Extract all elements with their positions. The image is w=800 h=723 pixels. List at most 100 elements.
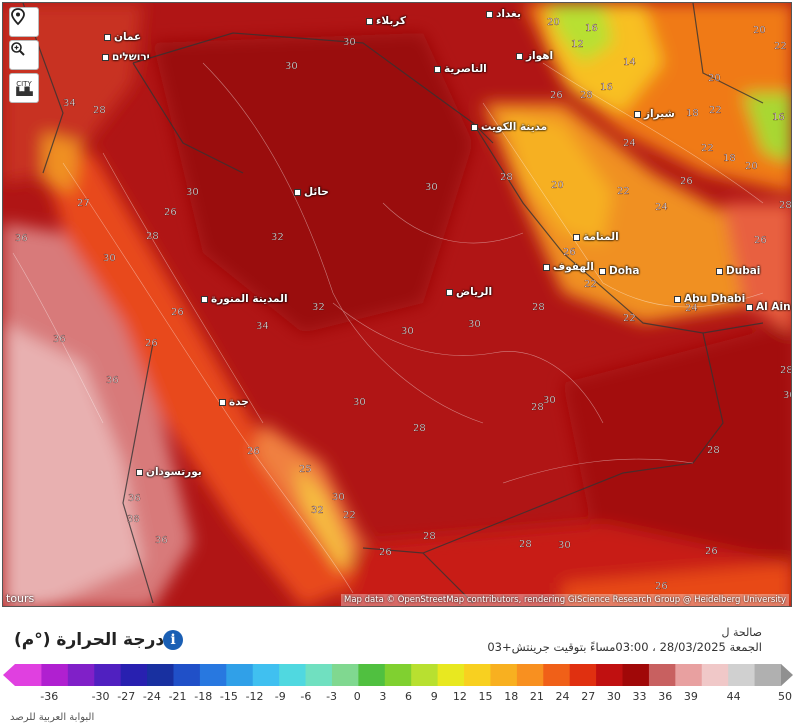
contour-value-label: 30: [401, 326, 414, 337]
city-label[interactable]: حائل: [291, 186, 329, 198]
colorbar-segment: [622, 664, 650, 686]
city-marker-icon: [201, 295, 208, 303]
contour-value-label: 32: [271, 232, 284, 243]
map-attribution: Map data © OpenStreetMap contributors, r…: [341, 594, 789, 606]
colorbar-tick-label: -21: [168, 690, 187, 703]
city-marker-icon: [486, 10, 493, 18]
city-label[interactable]: المنامة: [570, 231, 619, 243]
colorbar-tick-label: 30: [606, 690, 621, 703]
contour-value-label: 26: [680, 176, 693, 187]
contour-value-label: 30: [468, 319, 481, 330]
contour-value-label: 16: [585, 23, 598, 34]
contour-value-label: 26: [145, 338, 158, 349]
city-label[interactable]: Abu Dhabi: [671, 293, 745, 305]
contour-value-label: 36: [155, 535, 168, 546]
contour-value-label: 28: [531, 402, 544, 413]
colorbar-segment: [120, 664, 148, 686]
colorbar-segment: [226, 664, 254, 686]
contour-value-label: 28: [500, 172, 513, 183]
city-label[interactable]: عمان: [101, 31, 141, 43]
contour-value-label: 12: [571, 39, 584, 50]
city-marker-icon: [434, 65, 441, 73]
contour-value-label: 25: [299, 464, 312, 475]
colorbar-segment: [331, 664, 359, 686]
city-label[interactable]: بغداد: [483, 8, 521, 20]
zoom-icon: [11, 42, 25, 56]
contour-value-label: 30: [425, 182, 438, 193]
colorbar-tick-label: 33: [632, 690, 647, 703]
colorbar-segment: [411, 664, 439, 686]
colorbar-ticks: -36 -30 -27 -24 -21 -18 -15 -12 -9 -6 -3 0 3 6 9 12 15 18…: [0, 690, 800, 706]
contour-value-label: 20: [745, 161, 758, 172]
contour-value-label: 30: [783, 390, 792, 401]
contour-value-label: 30: [353, 397, 366, 408]
info-icon[interactable]: i: [163, 630, 183, 650]
contour-value-label: 27: [77, 198, 90, 209]
location-pin-icon: [11, 8, 25, 26]
colorbar-segment: [67, 664, 95, 686]
contour-value-label: 30: [343, 37, 356, 48]
city-icon: ▙▟▙: [16, 87, 33, 96]
city-name: المدينة المنورة: [211, 293, 288, 305]
city-marker-icon: [136, 468, 143, 476]
contour-value-label: 22: [343, 510, 356, 521]
city-marker-icon: [446, 288, 453, 296]
city-label[interactable]: بورتسودان: [133, 466, 202, 478]
color-scale-bar: [3, 664, 793, 686]
contour-value-label: 28: [519, 539, 532, 550]
contour-value-label: 26: [171, 307, 184, 318]
colorbar-tick-label: 3: [379, 690, 387, 703]
city-label[interactable]: الهفوف: [540, 261, 594, 273]
colorbar-segment: [15, 664, 42, 686]
city-name: الرياض: [456, 286, 493, 298]
city-label[interactable]: الناصرية: [431, 63, 487, 75]
temperature-map[interactable]: 3030343628303028202224262812162014161820…: [2, 2, 792, 607]
map-canvas: 3030343628303028202224262812162014161820…: [3, 3, 792, 606]
city-name: Dubai: [726, 265, 761, 277]
city-name: شيراز: [644, 108, 675, 120]
city-marker-icon: [746, 303, 753, 311]
city-label[interactable]: الرياض: [443, 286, 492, 298]
city-label[interactable]: اهواز: [513, 50, 553, 62]
location-pin-button[interactable]: [9, 7, 39, 37]
contour-value-label: 20: [547, 17, 560, 28]
city-label[interactable]: كربلاء: [363, 15, 406, 27]
city-label[interactable]: مدينة الكويت: [468, 121, 547, 133]
city-marker-icon: [104, 33, 111, 41]
contour-value-label: 18: [686, 108, 699, 119]
city-marker-icon: [716, 267, 723, 275]
contour-value-label: 30: [558, 540, 571, 551]
city-marker-icon: [543, 263, 550, 271]
contour-value-label: 22: [623, 313, 636, 324]
colorbar-tick-label: 44: [726, 690, 741, 703]
city-marker-icon: [516, 52, 523, 60]
city-label[interactable]: جدة: [216, 396, 249, 408]
contour-value-label: 28: [93, 105, 106, 116]
colorbar-segment: [147, 664, 174, 686]
city-label[interactable]: Dubai: [713, 265, 760, 277]
colorbar-segment: [728, 664, 756, 686]
colorbar-segment: [490, 664, 518, 686]
city-name: المنامة: [583, 231, 619, 243]
colorbar-segment: [569, 664, 597, 686]
city-labels-toggle[interactable]: CITY ▙▟▙: [9, 73, 39, 103]
colorbar-tick-label: 27: [581, 690, 596, 703]
city-name: اهواز: [526, 50, 554, 62]
city-label[interactable]: Doha: [596, 265, 640, 277]
contour-value-label: 30: [332, 492, 345, 503]
colorbar-tick-label: -27: [117, 690, 136, 703]
contour-value-label: 28: [580, 90, 593, 101]
city-label[interactable]: شيراز: [631, 108, 675, 120]
colorbar-tick-label: -24: [142, 690, 161, 703]
city-name: جدة: [229, 396, 249, 408]
city-name: الناصرية: [444, 63, 487, 75]
city-label[interactable]: Al Ain: [743, 301, 791, 313]
colorbar-segment: [173, 664, 201, 686]
city-label[interactable]: ירושלים: [99, 51, 150, 63]
city-label[interactable]: المدينة المنورة: [198, 293, 288, 305]
contour-value-label: 28: [423, 531, 436, 542]
city-name: كربلاء: [376, 15, 406, 27]
contour-value-label: 24: [623, 138, 636, 149]
zoom-button[interactable]: [9, 40, 39, 70]
colorbar-segment: [648, 664, 676, 686]
